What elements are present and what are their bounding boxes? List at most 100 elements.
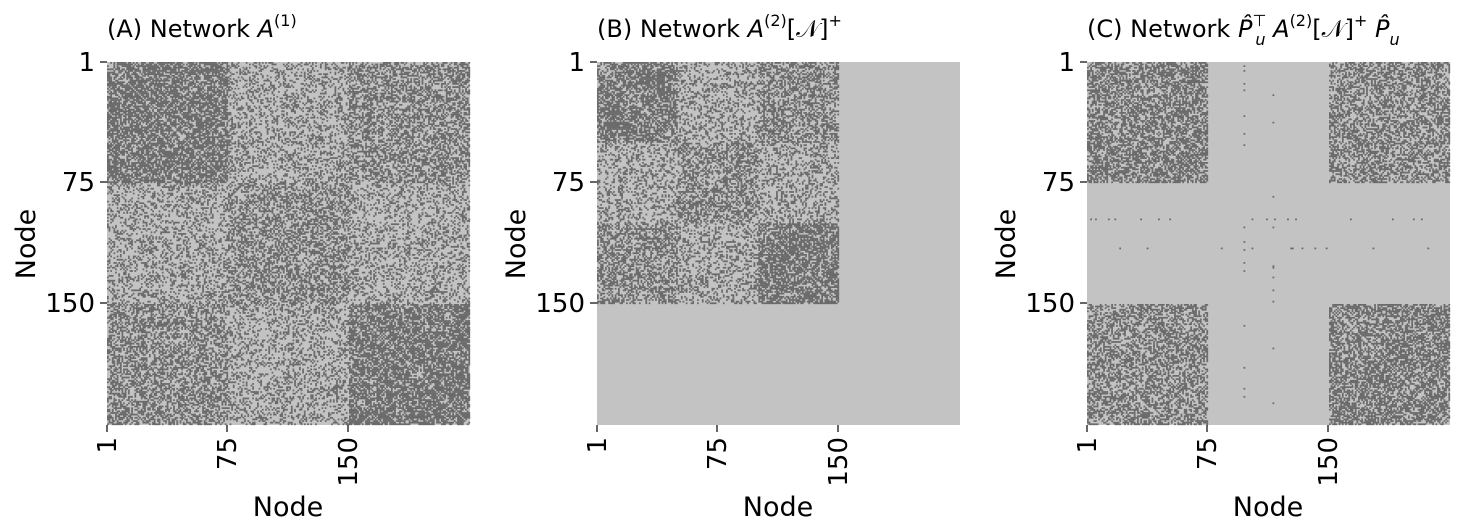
heatmap-cell	[334, 91, 337, 93]
heatmap-cell	[369, 102, 374, 105]
heatmap-cell	[255, 81, 259, 84]
heatmap-cell	[231, 137, 233, 140]
heatmap-cell	[345, 76, 350, 79]
heatmap-cell	[157, 110, 161, 113]
heatmap-cell	[236, 202, 238, 205]
heatmap-cell	[245, 115, 248, 117]
heatmap-cell	[381, 165, 384, 168]
heatmap-cell	[261, 186, 264, 188]
heatmap-cell	[176, 208, 179, 211]
heatmap-cell	[345, 186, 350, 188]
heatmap-cell	[248, 181, 256, 184]
heatmap-cell	[355, 102, 358, 105]
heatmap-cell	[460, 107, 466, 109]
heatmap-cell	[365, 147, 367, 150]
heatmap-cell	[132, 155, 137, 158]
heatmap-cell	[253, 65, 258, 67]
heatmap-cell	[250, 108, 254, 111]
heatmap-cell	[413, 163, 416, 166]
heatmap-cell	[440, 65, 445, 67]
heatmap-cell	[139, 171, 142, 174]
heatmap-cell	[440, 215, 445, 218]
heatmap-cell	[121, 153, 125, 156]
heatmap-cell	[463, 112, 467, 114]
heatmap-cell	[153, 116, 156, 119]
heatmap-cell	[405, 145, 411, 148]
heatmap-cell	[318, 208, 324, 211]
heatmap-cell	[366, 76, 369, 79]
heatmap-cell	[307, 149, 309, 151]
heatmap-cell	[442, 158, 445, 161]
heatmap-cell	[315, 178, 317, 180]
heatmap-cell	[278, 81, 280, 84]
heatmap-cell	[340, 147, 345, 150]
heatmap-cell	[460, 71, 463, 74]
heatmap-cell	[108, 187, 112, 190]
heatmap-cell	[184, 97, 190, 100]
heatmap-cell	[429, 92, 432, 95]
heatmap-cell	[271, 126, 274, 129]
heatmap-cell	[203, 92, 209, 95]
heatmap-cell	[411, 70, 417, 72]
heatmap-cell	[297, 162, 300, 164]
heatmap-cell	[273, 174, 277, 177]
heatmap-cell	[319, 199, 324, 201]
heatmap-cell	[453, 194, 456, 197]
heatmap-cell	[321, 89, 324, 92]
heatmap-cell	[179, 121, 190, 124]
heatmap-cell	[379, 65, 385, 67]
heatmap-cell	[399, 73, 409, 76]
heatmap-cell	[194, 110, 196, 113]
heatmap-cell	[421, 126, 425, 129]
heatmap-cell	[386, 145, 390, 148]
heatmap-cell	[121, 68, 125, 71]
heatmap-cell	[211, 165, 229, 168]
heatmap-cell	[265, 139, 267, 142]
heatmap-cell	[457, 184, 459, 187]
heatmap-cell	[437, 78, 445, 80]
heatmap-cell	[423, 103, 425, 106]
heatmap-cell	[165, 97, 169, 100]
heatmap-cell	[124, 89, 130, 92]
heatmap-cell	[323, 158, 330, 161]
heatmap-cell	[218, 174, 221, 177]
heatmap-cell	[276, 74, 280, 77]
heatmap-cell	[119, 208, 124, 211]
heatmap-cell	[311, 113, 314, 116]
heatmap-cell	[363, 95, 371, 98]
heatmap-cell	[147, 103, 150, 106]
heatmap-cell	[153, 160, 158, 163]
heatmap-cell	[158, 160, 161, 163]
heatmap-cell	[210, 168, 214, 171]
heatmap-cell	[144, 153, 158, 156]
heatmap-cell	[181, 170, 183, 172]
heatmap-cell	[126, 160, 130, 163]
heatmap-cell	[224, 73, 227, 76]
heatmap-cell	[187, 131, 190, 134]
heatmap-cell	[224, 163, 227, 166]
heatmap-cell	[460, 65, 464, 67]
heatmap-cell	[458, 87, 461, 90]
heatmap-cell	[450, 162, 453, 164]
heatmap-cell	[407, 74, 419, 77]
heatmap-cell	[366, 66, 379, 69]
heatmap-cell	[444, 86, 446, 88]
heatmap-cell	[142, 145, 153, 148]
heatmap-cell	[166, 176, 172, 179]
heatmap-cell	[308, 74, 313, 77]
heatmap-cell	[387, 152, 392, 155]
heatmap-cell	[400, 149, 403, 151]
heatmap-cell	[294, 163, 296, 166]
heatmap-cell	[153, 191, 156, 193]
heatmap-cell	[189, 155, 196, 158]
heatmap-cell	[258, 105, 261, 108]
heatmap-cell	[111, 162, 127, 164]
heatmap-cell	[224, 150, 232, 153]
heatmap-cell	[286, 202, 293, 205]
heatmap-cell	[450, 128, 458, 130]
heatmap-cell	[176, 136, 180, 138]
heatmap-cell	[147, 74, 150, 77]
heatmap-cell	[260, 132, 263, 135]
heatmap-cell	[337, 94, 340, 97]
heatmap-cell	[161, 192, 164, 195]
